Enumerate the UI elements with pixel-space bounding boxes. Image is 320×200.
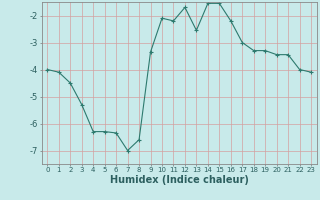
X-axis label: Humidex (Indice chaleur): Humidex (Indice chaleur) (110, 175, 249, 185)
